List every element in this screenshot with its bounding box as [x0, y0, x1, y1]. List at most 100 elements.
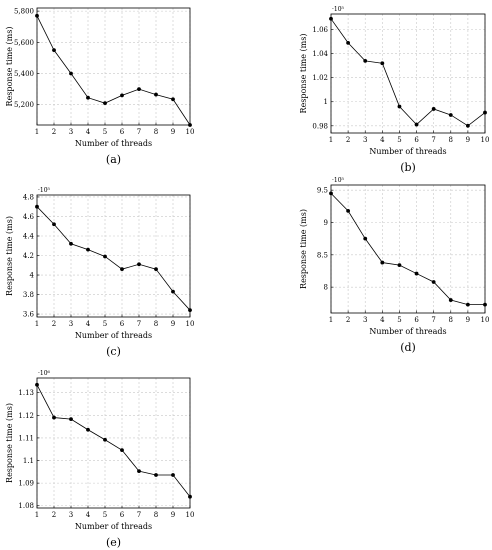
panel-label: (d) [400, 341, 416, 354]
x-axis-label: Number of threads [369, 327, 446, 336]
data-point [188, 494, 192, 499]
x-tick-label: 2 [52, 320, 56, 328]
x-tick-label: 8 [154, 320, 158, 328]
data-point [86, 95, 90, 100]
y-axis-label: Response time (ms) [5, 403, 14, 483]
data-point [431, 107, 436, 111]
x-tick-label: 1 [329, 136, 333, 144]
y-tick-label: 4.6 [23, 213, 35, 221]
y-tick-label: 1.08 [18, 502, 34, 510]
x-tick-label: 8 [449, 316, 453, 324]
data-point [380, 61, 385, 66]
x-tick-label: 7 [137, 128, 141, 136]
plot-frame [36, 7, 191, 126]
y-tick-label: 3.6 [23, 311, 35, 319]
data-point [346, 208, 351, 213]
x-tick-label: 4 [380, 136, 385, 144]
data-point [414, 122, 419, 127]
x-tick-label: 8 [154, 128, 158, 136]
series-line [36, 384, 191, 497]
data-point [346, 40, 351, 45]
chart-panel-5: 1 2 3 4 5 6 7 8 9 10 1.08 1.09 1.1 1.11 1.12 1.13 ·10⁶ Nu… [5, 370, 194, 549]
y-tick-label: 5,400 [14, 70, 34, 78]
panel-label: (c) [106, 345, 121, 358]
series-line [36, 206, 191, 311]
data-point [465, 123, 470, 128]
data-point [35, 382, 39, 387]
data-point [431, 280, 436, 284]
chart-panel-1: 1 2 3 4 5 6 7 8 9 10 5,200 5,400 5,600 5,800 Number of… [5, 7, 194, 166]
x-tick-label: 8 [449, 136, 453, 144]
data-point [483, 110, 487, 115]
data-point [120, 267, 124, 272]
x-tick-label: 2 [346, 316, 350, 324]
data-point [329, 191, 333, 196]
plot-frame [330, 184, 486, 314]
x-tick-label: 3 [363, 316, 367, 324]
data-point [380, 260, 385, 265]
x-tick-label: 4 [380, 316, 385, 324]
x-tick-label: 9 [466, 136, 470, 144]
x-axis-label: Number of threads [75, 139, 152, 148]
y-tick-label: 5,800 [14, 8, 34, 16]
x-tick-label: 7 [431, 136, 435, 144]
data-point [137, 87, 141, 92]
data-point [120, 448, 124, 453]
y-tick-label: 5,600 [14, 39, 34, 47]
x-tick-label: 2 [52, 128, 56, 136]
x-tick-label: 3 [363, 136, 367, 144]
data-point [448, 298, 453, 302]
y-tick-label: 9.5 [317, 187, 328, 195]
x-tick-label: 5 [397, 136, 401, 144]
x-tick-label: 9 [466, 316, 470, 324]
x-tick-label: 6 [120, 511, 125, 519]
data-point [35, 204, 39, 209]
y-tick-label: 4.4 [23, 232, 35, 240]
x-tick-label: 1 [35, 320, 39, 328]
data-point [414, 271, 419, 276]
y-tick-label: 5,200 [14, 101, 34, 109]
y-tick-label: 1.1 [23, 457, 34, 465]
data-point [465, 302, 470, 307]
x-tick-label: 6 [120, 128, 125, 136]
panel-label: (b) [400, 161, 416, 174]
y-tick-label: 8 [324, 284, 328, 292]
x-tick-label: 9 [171, 128, 175, 136]
data-point [120, 93, 124, 98]
data-point [86, 247, 90, 252]
x-tick-label: 4 [86, 320, 91, 328]
x-tick-label: 1 [35, 511, 39, 519]
series-line [36, 15, 191, 126]
data-point [154, 473, 158, 477]
data-point [52, 48, 56, 53]
y-axis-exponent: ·10⁵ [38, 187, 51, 194]
y-axis-label: Response time (ms) [299, 34, 308, 114]
data-point [103, 101, 107, 106]
x-tick-label: 10 [481, 316, 490, 324]
y-tick-label: 0.98 [312, 122, 328, 130]
x-tick-label: 10 [481, 136, 490, 144]
y-tick-label: 1.09 [18, 480, 34, 488]
x-tick-label: 8 [154, 511, 158, 519]
x-tick-label: 3 [69, 511, 73, 519]
data-point [86, 427, 90, 432]
data-point [171, 97, 175, 102]
panel-label: (e) [106, 536, 121, 549]
x-axis-label: Number of threads [75, 331, 152, 340]
series-line [330, 193, 485, 306]
y-tick-label: 1.06 [312, 26, 328, 34]
x-tick-label: 6 [414, 316, 419, 324]
data-point [103, 254, 107, 259]
x-tick-label: 1 [329, 316, 333, 324]
x-tick-label: 10 [186, 320, 195, 328]
y-tick-label: 8.5 [317, 251, 328, 259]
y-axis-exponent: ·10⁵ [332, 177, 345, 184]
x-tick-label: 2 [346, 136, 350, 144]
y-tick-label: 9 [324, 219, 328, 227]
x-tick-label: 4 [86, 511, 91, 519]
x-tick-label: 3 [69, 128, 73, 136]
y-tick-label: 4 [30, 272, 35, 280]
data-point [363, 58, 368, 63]
data-point [397, 104, 402, 109]
